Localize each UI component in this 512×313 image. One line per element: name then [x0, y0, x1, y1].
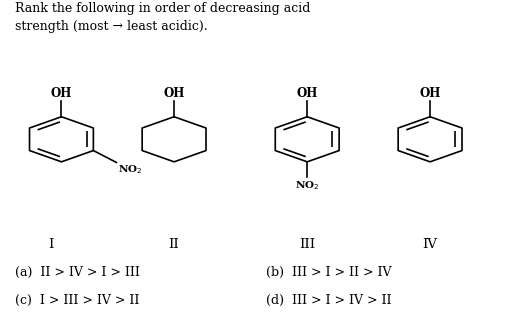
Text: (d)  III > I > IV > II: (d) III > I > IV > II	[266, 294, 392, 307]
Text: strength (most → least acidic).: strength (most → least acidic).	[15, 20, 208, 33]
Text: II: II	[169, 238, 179, 251]
Text: OH: OH	[419, 86, 441, 100]
Text: OH: OH	[51, 86, 72, 100]
Text: IV: IV	[422, 238, 438, 251]
Text: OH: OH	[296, 86, 318, 100]
Text: III: III	[299, 238, 315, 251]
Text: (b)  III > I > II > IV: (b) III > I > II > IV	[266, 266, 392, 279]
Text: (c)  I > III > IV > II: (c) I > III > IV > II	[15, 294, 140, 307]
Text: (a)  II > IV > I > III: (a) II > IV > I > III	[15, 266, 140, 279]
Text: Rank the following in order of decreasing acid: Rank the following in order of decreasin…	[15, 2, 311, 15]
Text: NO$_2$: NO$_2$	[118, 163, 142, 176]
Text: OH: OH	[163, 86, 185, 100]
Text: NO$_2$: NO$_2$	[295, 179, 319, 192]
Text: I: I	[49, 238, 54, 251]
